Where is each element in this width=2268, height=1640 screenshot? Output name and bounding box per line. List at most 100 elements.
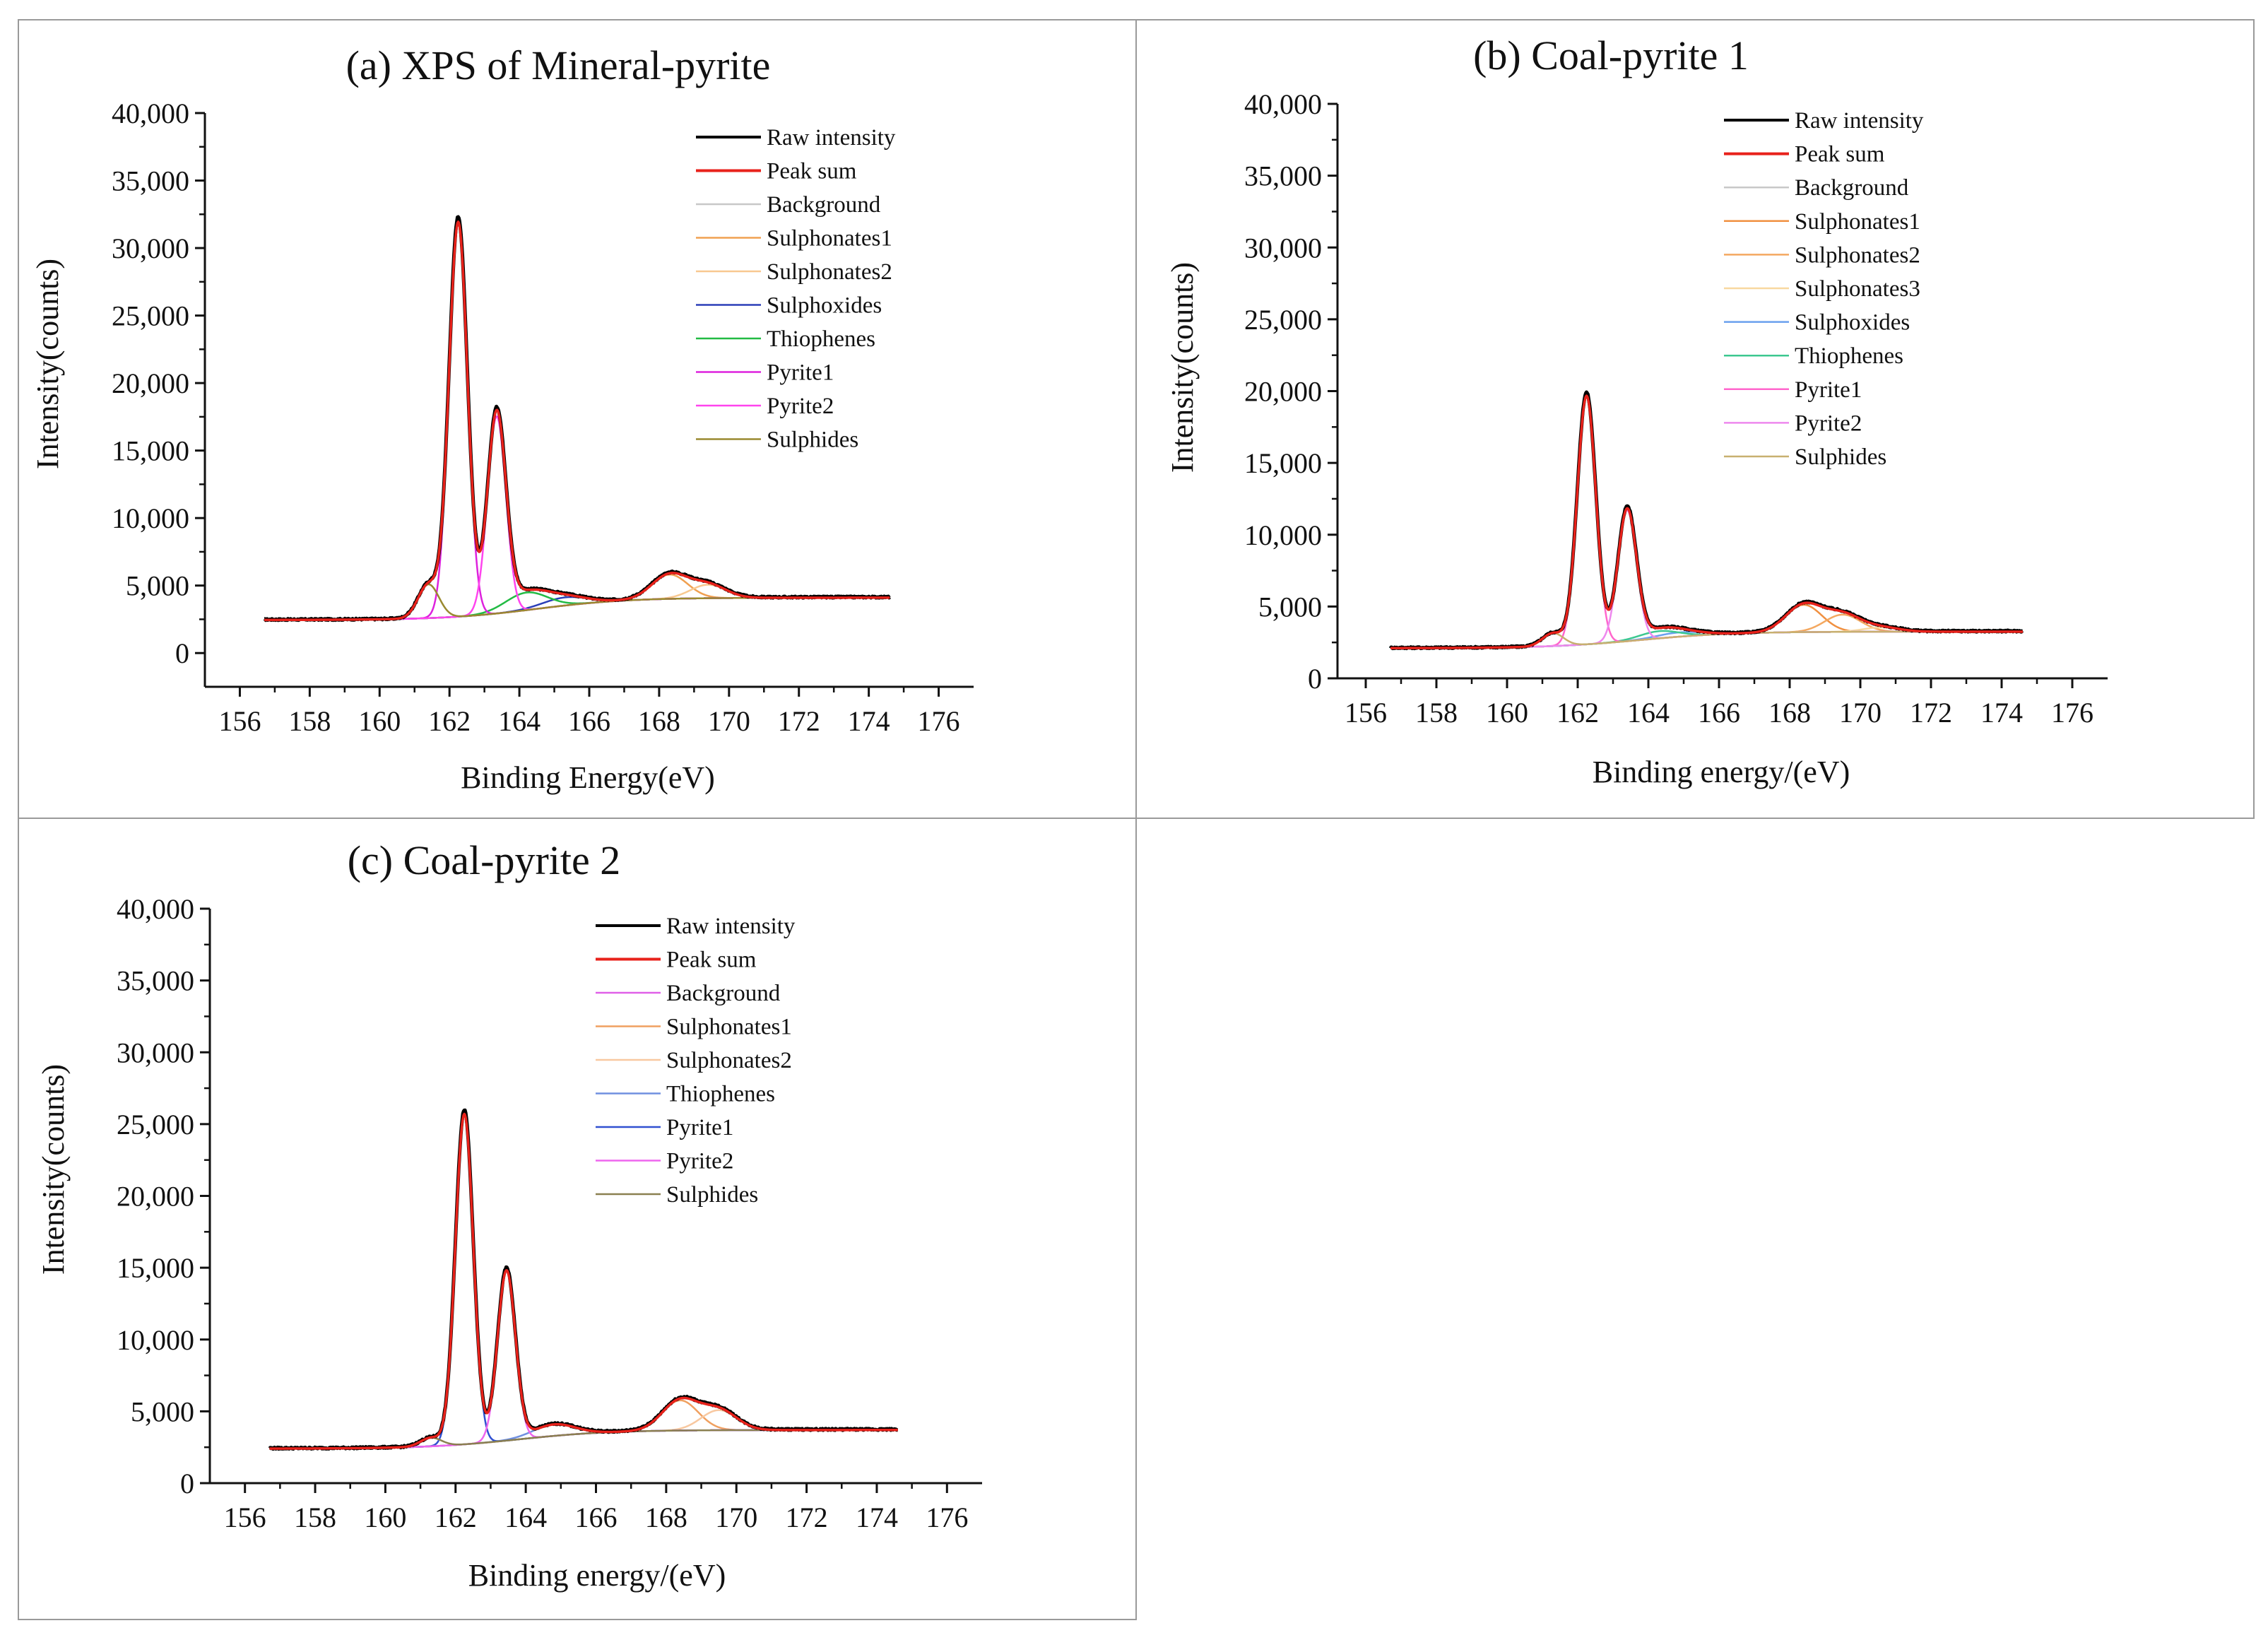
panel-b-xtick-label: 174: [1980, 697, 2023, 728]
panel-a-legend-label-sulphonates1: Sulphonates1: [767, 226, 892, 252]
panel-a-legend-label-thiophenes: Thiophenes: [767, 326, 875, 352]
panel-c-ytick-label: 30,000: [117, 1037, 194, 1068]
panel-a-ylabel: Intensity(counts): [30, 259, 65, 469]
panel-b-xtick-label: 158: [1415, 697, 1458, 728]
panel-b-ytick-label: 0: [1308, 663, 1322, 695]
panel-c-xtick-label: 168: [645, 1502, 687, 1533]
panel-c-ytick-label: 25,000: [117, 1109, 194, 1140]
panel-a-xtick-label: 164: [498, 705, 541, 737]
panel-b-xtick-label: 156: [1345, 697, 1387, 728]
panel-a-xtick-label: 156: [218, 705, 261, 737]
panel-a-xtick-label: 168: [638, 705, 680, 737]
panel-c-ytick-label: 20,000: [117, 1181, 194, 1213]
panel-c-xtick-label: 160: [364, 1502, 406, 1533]
panel-b-legend-label-background: Background: [1795, 175, 1909, 201]
panel-c-legend-label-sulphonates2: Sulphonates2: [666, 1048, 792, 1073]
panel-b-xlabel: Binding energy/(eV): [1593, 755, 1850, 789]
panel-b-xtick-label: 168: [1768, 697, 1811, 728]
panel-c-xtick-label: 166: [575, 1502, 618, 1533]
panel-c-legend-label-raw-intensity: Raw intensity: [666, 914, 796, 939]
panel-a-legend-label-sulphoxides: Sulphoxides: [767, 293, 882, 319]
panel-b-legend-label-thiophenes: Thiophenes: [1795, 343, 1903, 369]
panel-b-legend-label-pyrite2: Pyrite2: [1795, 411, 1862, 436]
panel-a-legend-label-background: Background: [767, 192, 881, 218]
panel-a-xtick-label: 158: [288, 705, 331, 737]
panel-a-title: (a) XPS of Mineral-pyrite: [346, 42, 771, 88]
panel-c-series-peak-sum: [268, 1112, 899, 1450]
panel-b-ytick-label: 10,000: [1244, 519, 1322, 551]
panel-b-legend-label-pyrite1: Pyrite1: [1795, 377, 1862, 403]
panel-a-xtick-label: 176: [918, 705, 960, 737]
panel-b-ytick-label: 40,000: [1244, 88, 1322, 120]
panel-c-legend-label-pyrite1: Pyrite1: [666, 1115, 733, 1140]
panel-a-legend-label-peak-sum: Peak sum: [767, 159, 857, 184]
panel-c-xtick-label: 156: [224, 1502, 266, 1533]
panel-b-ylabel: Intensity(counts): [1165, 262, 1200, 473]
panel-a-ytick-label: 40,000: [112, 98, 189, 129]
panel-a-legend-label-raw-intensity: Raw intensity: [767, 125, 896, 151]
panel-a-xtick-label: 160: [358, 705, 401, 737]
panel-a-xtick-label: 162: [428, 705, 471, 737]
panel-c-plot: 0 5,000 10,000 15,000 20,000 25,000 30,000 35,0…: [117, 893, 982, 1533]
panel-b-xtick-label: 176: [2051, 697, 2093, 728]
panel-a-xlabel: Binding Energy(eV): [461, 760, 715, 795]
panel-b-ytick-label: 30,000: [1244, 232, 1322, 264]
panel-c-legend-label-thiophenes: Thiophenes: [666, 1082, 775, 1107]
panel-a-ytick-label: 15,000: [112, 435, 189, 467]
panel-a-ytick-label: 25,000: [112, 300, 189, 332]
panel-b-legend-label-sulphonates2: Sulphonates2: [1795, 242, 1920, 268]
panel-b-xtick-label: 170: [1839, 697, 1882, 728]
panel-c-xtick-label: 158: [294, 1502, 336, 1533]
panel-c-ytick-label: 10,000: [117, 1324, 194, 1356]
panel-b-ytick-label: 25,000: [1244, 304, 1322, 336]
panel-b-ytick-label: 5,000: [1258, 591, 1322, 623]
panel-a-ytick-label: 5,000: [126, 570, 189, 602]
panel-a-plot: 0 5,000 10,000 15,000 20,000 25,000 30,000 35,0…: [112, 98, 974, 737]
panel-b-plot: 0 5,000 10,000 15,000 20,000 25,000 30,000 35,0…: [1244, 88, 2108, 728]
panel-c-ytick-label: 40,000: [117, 893, 194, 925]
panel-a-ytick-label: 30,000: [112, 232, 189, 264]
panel-c-xtick-label: 164: [504, 1502, 547, 1533]
panel-a-ytick-label: 20,000: [112, 367, 189, 399]
panel-c-ytick-label: 15,000: [117, 1252, 194, 1284]
panel-b-legend-label-sulphides: Sulphides: [1795, 444, 1886, 470]
panel-a-ytick-label: 0: [175, 637, 189, 669]
panel-b-xtick-label: 160: [1486, 697, 1528, 728]
panel-b-xtick-label: 164: [1627, 697, 1670, 728]
panel-c-ytick-label: 0: [180, 1468, 194, 1499]
panel-b-ytick-label: 20,000: [1244, 376, 1322, 408]
panel-c-frame: [18, 818, 1137, 1620]
panel-c-xtick-label: 162: [435, 1502, 477, 1533]
panel-c-ylabel: Intensity(counts): [36, 1064, 71, 1275]
panel-b-xtick-label: 172: [1910, 697, 1952, 728]
panel-b-legend-label-peak-sum: Peak sum: [1795, 142, 1885, 167]
panel-b-title: (b) Coal-pyrite 1: [1473, 33, 1749, 78]
panel-b-legend-label-sulphoxides: Sulphoxides: [1795, 310, 1910, 336]
panel-c-legend-label-peak-sum: Peak sum: [666, 948, 757, 973]
panel-b-ytick-label: 35,000: [1244, 160, 1322, 192]
panel-a-legend-label-pyrite2: Pyrite2: [767, 394, 834, 419]
panel-c-legend-label-background: Background: [666, 981, 781, 1006]
panel-b-legend-label-raw-intensity: Raw intensity: [1795, 108, 1924, 134]
panel-b-ytick-label: 15,000: [1244, 447, 1322, 479]
panel-b-legend-label-sulphonates1: Sulphonates1: [1795, 209, 1920, 235]
panel-c-legend-label-pyrite2: Pyrite2: [666, 1149, 733, 1174]
panel-c-xlabel: Binding energy/(eV): [468, 1558, 726, 1593]
panel-c-xtick-label: 174: [856, 1502, 898, 1533]
panel-b-xtick-label: 166: [1698, 697, 1740, 728]
panel-a-legend-label-sulphonates2: Sulphonates2: [767, 259, 892, 285]
panel-b-series-peak-sum: [1390, 394, 2024, 649]
panel-a-xtick-label: 172: [778, 705, 820, 737]
panel-c-xtick-label: 176: [926, 1502, 968, 1533]
panel-b-frame: [1135, 19, 2255, 819]
panel-c-xtick-label: 170: [715, 1502, 757, 1533]
panel-a-xtick-label: 170: [708, 705, 750, 737]
panel-a-series-peak-sum: [264, 220, 891, 622]
panel-a-legend-label-pyrite1: Pyrite1: [767, 360, 834, 386]
panel-b-legend-label-sulphonates3: Sulphonates3: [1795, 276, 1920, 302]
panel-c-title: (c) Coal-pyrite 2: [348, 837, 621, 883]
panel-a-xtick-label: 174: [848, 705, 890, 737]
panel-c-legend-label-sulphonates1: Sulphonates1: [666, 1015, 792, 1040]
panel-c-xtick-label: 172: [786, 1502, 828, 1533]
panel-a-xtick-label: 166: [568, 705, 610, 737]
